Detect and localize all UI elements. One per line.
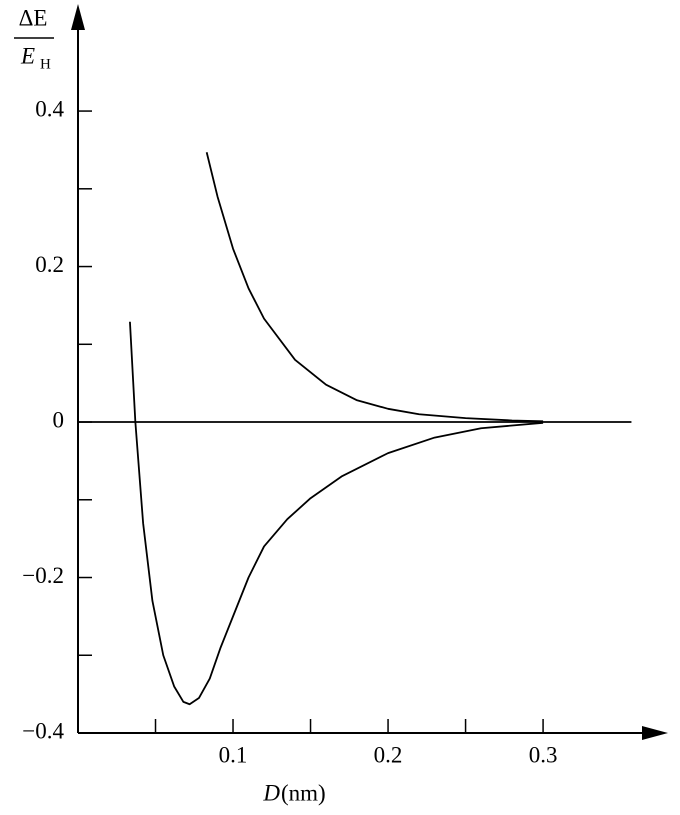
y-tick-label: −0.2 xyxy=(22,563,64,588)
curve xyxy=(205,152,544,423)
x-tick-label: 0.2 xyxy=(374,742,403,767)
y-axis-arrow xyxy=(71,4,85,30)
y-label-denominator: E xyxy=(20,43,35,68)
x-label-variable: D xyxy=(262,780,280,805)
y-tick-label: 0 xyxy=(53,407,65,432)
x-label-unit: (nm) xyxy=(281,780,326,805)
y-tick-label: 0.4 xyxy=(35,96,64,121)
curve xyxy=(129,321,544,706)
y-tick-label: −0.4 xyxy=(22,718,64,743)
y-label-subscript: H xyxy=(40,56,51,72)
y-label-numerator: ΔE xyxy=(19,5,48,30)
x-axis-arrow xyxy=(642,726,668,740)
x-tick-label: 0.3 xyxy=(529,742,558,767)
x-tick-label: 0.1 xyxy=(219,742,248,767)
y-tick-label: 0.2 xyxy=(35,252,64,277)
